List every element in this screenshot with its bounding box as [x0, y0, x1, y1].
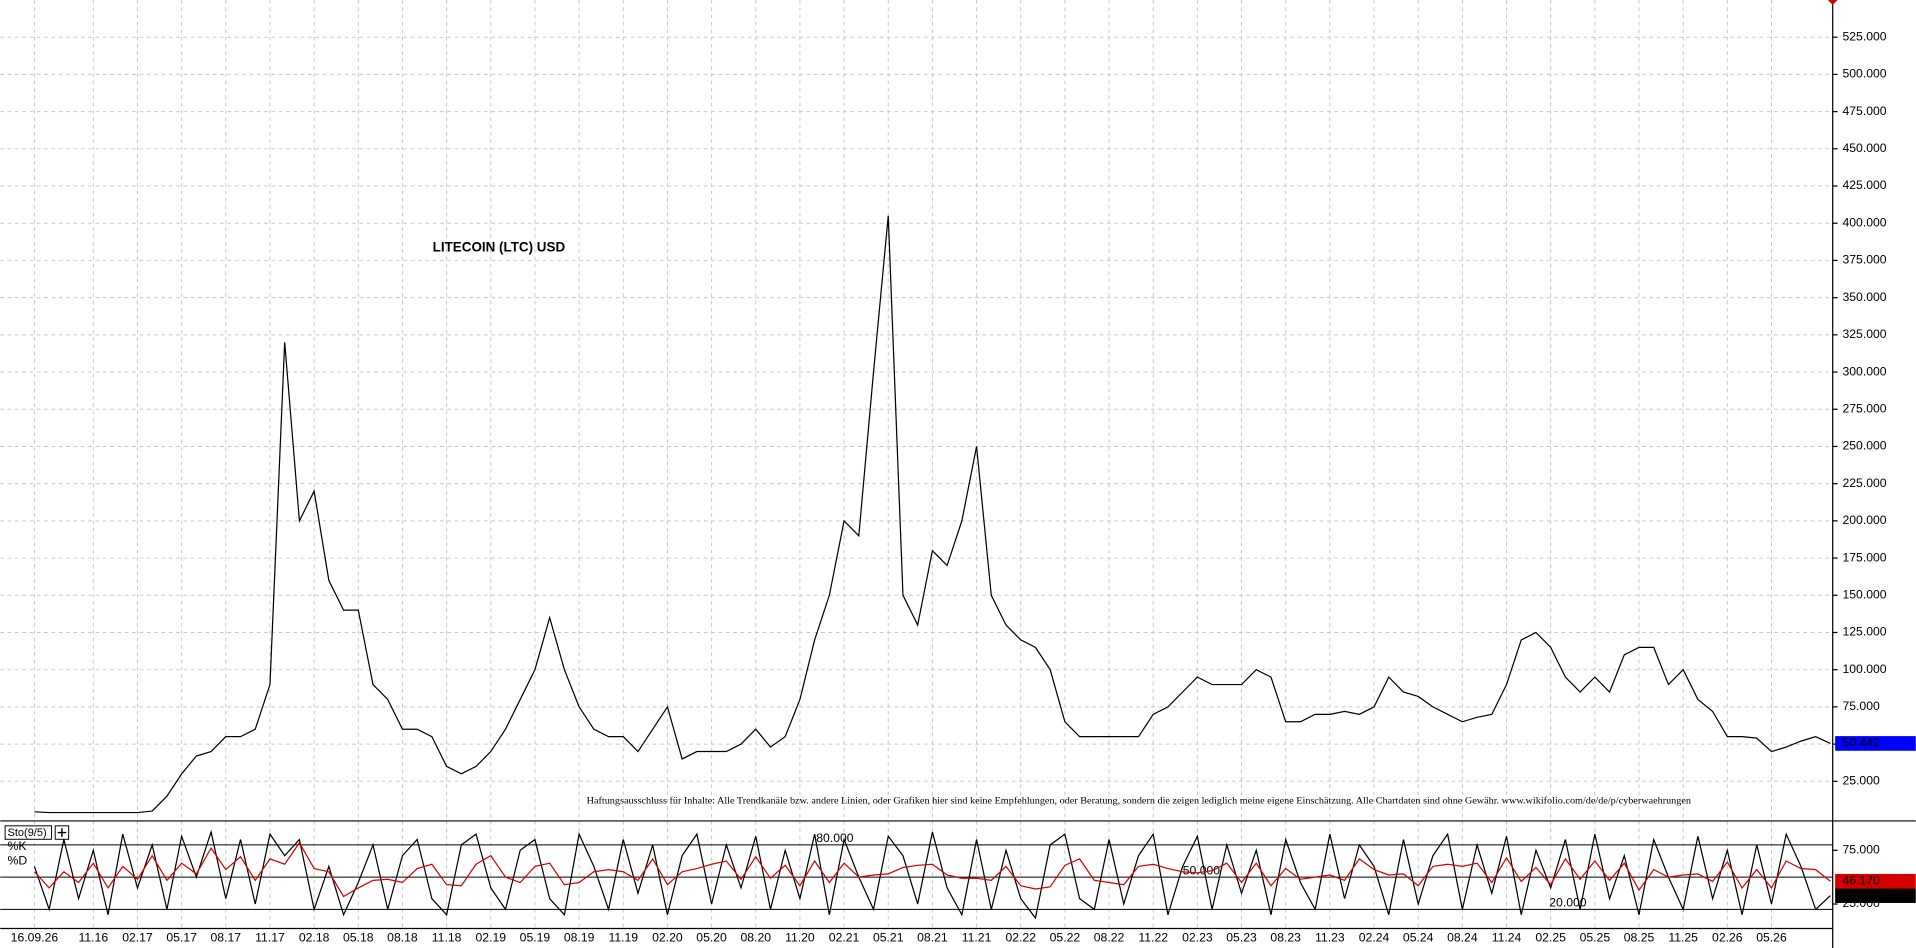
disclaimer: Haftungsausschluss für Inhalte: Alle Tre…	[587, 796, 1691, 807]
x-tick-label: 11.20	[785, 930, 815, 944]
last-value-box	[1835, 888, 1916, 903]
y-tick-label: 125.000	[1842, 625, 1886, 639]
indicator-title: Sto(9/5)	[8, 827, 47, 839]
expand-icon	[57, 828, 67, 837]
x-tick-label: 02.19	[476, 930, 507, 944]
x-tick-label: 02.24	[1359, 930, 1390, 944]
x-tick-label: 11.19	[608, 930, 638, 944]
x-tick-label: 05.26	[1756, 930, 1787, 944]
x-tick-label: 08.22	[1094, 930, 1125, 944]
y-tick-label: 175.000	[1842, 550, 1886, 564]
last-price-box	[1835, 736, 1916, 751]
x-tick-label: 11.24	[1492, 930, 1522, 944]
x-tick-label: 02.17	[122, 930, 153, 944]
y-tick-label: 100.000	[1842, 662, 1886, 676]
last-value-label: 32.809	[1842, 888, 1880, 902]
x-tick-label: 11.16	[78, 930, 108, 944]
x-tick-label: 16.09.26	[11, 930, 59, 944]
x-tick-label: 02.26	[1712, 930, 1743, 944]
y-tick-label: 300.000	[1842, 364, 1886, 378]
series-line	[33, 841, 1831, 898]
reference-label: 80.000	[816, 831, 854, 845]
indicator-box	[4, 825, 53, 840]
x-tick-label: 08.23	[1270, 930, 1301, 944]
x-tick-label: 05.17	[166, 930, 197, 944]
x-tick-label: 11.22	[1138, 930, 1168, 944]
x-tick-label: 08.24	[1447, 930, 1478, 944]
x-tick-label: 02.20	[652, 930, 683, 944]
y-tick-label: 225.000	[1842, 476, 1886, 490]
x-tick-label: 11.21	[962, 930, 992, 944]
x-tick-label: 05.19	[520, 930, 551, 944]
x-tick-label: 02.18	[299, 930, 330, 944]
series-line	[34, 215, 1831, 814]
x-tick-label: 08.18	[387, 930, 418, 944]
x-tick-label: 02.21	[829, 930, 860, 944]
chart-title: LITECOIN (LTC) USD	[433, 240, 566, 255]
last-value-box	[1835, 873, 1916, 889]
x-tick-label: 08.21	[917, 930, 948, 944]
y-tick-label: 75.000	[1842, 699, 1880, 713]
y-tick-label: 350.000	[1842, 290, 1886, 304]
y-tick-label: 75.000	[1842, 842, 1880, 856]
x-tick-label: 05.21	[873, 930, 904, 944]
y-tick-label: 525.000	[1842, 29, 1886, 43]
y-tick-label: 500.000	[1842, 67, 1886, 81]
last-value-label: 46.170	[1842, 873, 1880, 887]
x-tick-label: 05.25	[1580, 930, 1611, 944]
x-tick-label: 08.20	[740, 930, 771, 944]
corner-marker	[1827, 0, 1838, 5]
x-tick-label: 08.17	[211, 930, 242, 944]
y-tick-label: 150.000	[1842, 587, 1886, 601]
x-tick-label: 11.23	[1315, 930, 1345, 944]
x-tick-label: 11.18	[432, 930, 462, 944]
y-tick-label: 25.000	[1842, 774, 1880, 788]
y-tick-label: 400.000	[1842, 215, 1886, 229]
x-tick-label: 05.22	[1050, 930, 1081, 944]
y-tick-label: 375.000	[1842, 253, 1886, 267]
y-tick-label: 275.000	[1842, 401, 1886, 415]
x-tick-label: 02.22	[1005, 930, 1036, 944]
y-tick-label: 475.000	[1842, 104, 1886, 118]
x-tick-label: 05.20	[696, 930, 727, 944]
y-tick-label: 200.000	[1842, 513, 1886, 527]
y-tick-label: 325.000	[1842, 327, 1886, 341]
x-tick-label: 05.23	[1226, 930, 1257, 944]
x-tick-label: 02.23	[1182, 930, 1213, 944]
x-tick-label: 08.25	[1624, 930, 1655, 944]
y-tick-label: 250.000	[1842, 439, 1886, 453]
x-tick-label: 08.19	[564, 930, 595, 944]
last-price-label: 50.442	[1842, 736, 1880, 750]
legend-entry: %K	[8, 839, 27, 853]
plot: 16.09.26 11.16 02.17 05.17 08.17 11.17 02.18 05…	[0, 29, 1916, 944]
y-tick-label: 450.000	[1842, 141, 1886, 155]
y-tick-label: 425.000	[1842, 178, 1886, 192]
x-tick-label: 02.25	[1535, 930, 1566, 944]
legend-entry: %D	[8, 853, 28, 867]
x-tick-label: 05.18	[343, 930, 374, 944]
x-tick-label: 11.25	[1668, 930, 1698, 944]
x-tick-label: 11.17	[255, 930, 285, 944]
reference-label: 50.000	[1183, 863, 1221, 877]
x-tick-label: 05.24	[1403, 930, 1434, 944]
